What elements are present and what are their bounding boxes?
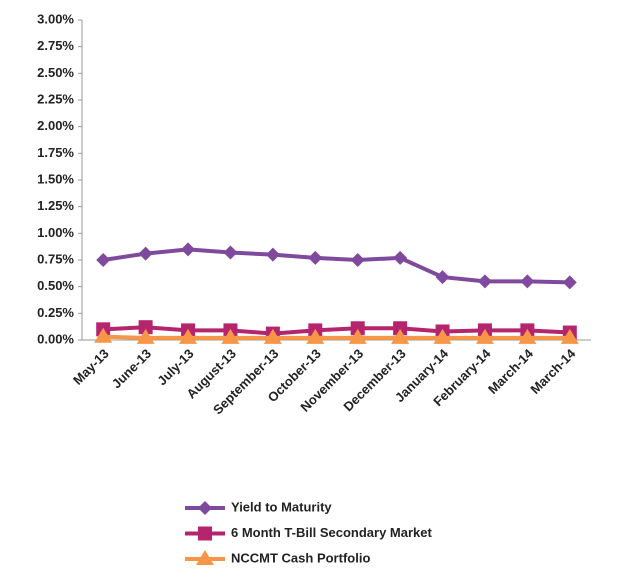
y-tick-label: 1.50%	[37, 171, 74, 186]
point	[520, 274, 535, 289]
x-tick-label: March-14	[485, 345, 537, 397]
point	[306, 328, 325, 344]
point	[393, 321, 408, 336]
point	[518, 328, 537, 344]
y-tick-label: 1.00%	[37, 225, 74, 240]
x-tick-label: July-13	[154, 346, 196, 388]
point	[562, 275, 577, 290]
point	[221, 328, 240, 344]
point	[350, 253, 365, 267]
point	[475, 328, 494, 344]
point	[263, 328, 282, 344]
legend-label: NCCMT Cash Portfolio	[231, 550, 370, 565]
legend-marker	[198, 501, 212, 515]
point	[477, 274, 492, 289]
y-tick-label: 0.75%	[37, 251, 74, 266]
legend-marker	[198, 526, 212, 541]
legend-marker	[196, 550, 214, 565]
y-tick-label: 1.75%	[37, 145, 74, 160]
y-tick-label: 0.50%	[37, 278, 74, 293]
x-tick-label: June-13	[109, 346, 154, 391]
point	[435, 270, 450, 285]
series-line	[103, 325, 570, 336]
point	[391, 328, 410, 344]
x-tick-label: May-13	[70, 346, 112, 388]
point	[181, 242, 196, 257]
point	[96, 253, 111, 267]
y-tick-label: 0.00%	[37, 331, 74, 346]
series-line	[102, 247, 570, 285]
point	[138, 246, 153, 261]
series-line	[103, 334, 570, 340]
point	[138, 320, 153, 335]
y-tick-label: 0.25%	[37, 305, 74, 320]
legend-label: 6 Month T-Bill Secondary Market	[231, 525, 432, 540]
point	[94, 327, 113, 343]
x-tick-label: March-14	[527, 345, 579, 397]
point	[348, 328, 367, 344]
legend-label: Yield to Maturity	[231, 499, 332, 514]
point	[560, 328, 579, 344]
y-tick-label: 2.75%	[37, 38, 74, 53]
y-tick-label: 2.00%	[37, 118, 74, 133]
point	[223, 245, 238, 260]
y-tick-label: 2.25%	[37, 91, 74, 106]
point	[136, 328, 155, 344]
point	[179, 328, 198, 344]
point	[265, 247, 280, 262]
point	[393, 250, 408, 265]
point	[308, 250, 323, 265]
point	[433, 328, 452, 344]
y-tick-label: 3.00%	[37, 11, 74, 26]
point	[350, 321, 365, 336]
y-tick-label: 1.25%	[37, 198, 74, 213]
y-tick-label: 2.50%	[37, 65, 74, 80]
